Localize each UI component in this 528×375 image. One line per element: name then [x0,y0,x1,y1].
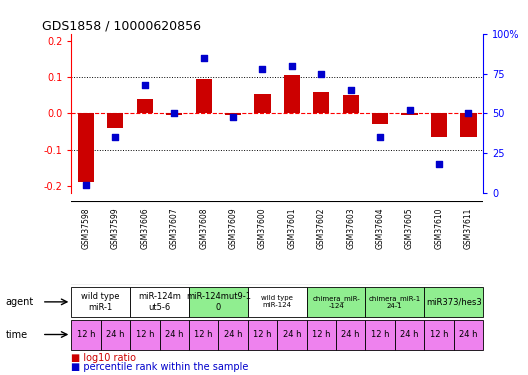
Bar [460,113,476,137]
Text: wild type
miR-124: wild type miR-124 [261,296,293,308]
Text: 24 h: 24 h [165,330,184,339]
Text: 12 h: 12 h [194,330,213,339]
Bar [254,93,270,113]
Bar [431,113,447,137]
Bar [101,320,130,350]
Bar [130,320,159,350]
Bar [401,113,418,115]
Bar [78,113,94,182]
Point [435,161,443,167]
Point [288,63,296,69]
Text: GSM37609: GSM37609 [229,207,238,249]
Bar [71,287,130,317]
Bar [284,75,300,113]
Bar [189,287,248,317]
Bar [71,320,101,350]
Bar [425,320,454,350]
Text: 24 h: 24 h [282,330,301,339]
Text: GSM37599: GSM37599 [111,207,120,249]
Text: GSM37600: GSM37600 [258,207,267,249]
Text: 12 h: 12 h [371,330,390,339]
Bar [454,320,483,350]
Point [229,114,237,120]
Bar [189,320,219,350]
Text: GSM37602: GSM37602 [317,207,326,249]
Point [317,70,326,76]
Point [376,134,384,140]
Bar [395,320,425,350]
Text: 12 h: 12 h [312,330,331,339]
Text: 12 h: 12 h [136,330,154,339]
Bar [248,320,277,350]
Text: 24 h: 24 h [342,330,360,339]
Bar [336,320,365,350]
Text: GSM37608: GSM37608 [199,207,208,249]
Text: ■ percentile rank within the sample: ■ percentile rank within the sample [71,363,249,372]
Text: wild type
miR-1: wild type miR-1 [81,292,120,312]
Text: GSM37605: GSM37605 [405,207,414,249]
Bar [130,287,189,317]
Bar [277,320,307,350]
Text: 24 h: 24 h [224,330,242,339]
Bar [425,287,483,317]
Point [111,134,120,140]
Bar [225,113,241,115]
Bar [343,95,359,113]
Text: GSM37610: GSM37610 [435,207,444,249]
Text: GSM37598: GSM37598 [81,207,90,249]
Bar [219,320,248,350]
Text: agent: agent [5,297,34,307]
Text: GSM37607: GSM37607 [169,207,179,249]
Bar [107,113,124,128]
Text: 24 h: 24 h [459,330,478,339]
Text: GSM37611: GSM37611 [464,207,473,249]
Bar [248,287,307,317]
Text: GDS1858 / 10000620856: GDS1858 / 10000620856 [42,20,202,33]
Bar [365,287,425,317]
Point [140,82,149,88]
Bar [195,79,212,113]
Point [464,110,473,116]
Point [406,107,414,113]
Text: miR-124m
ut5-6: miR-124m ut5-6 [138,292,181,312]
Text: 12 h: 12 h [253,330,272,339]
Text: GSM37606: GSM37606 [140,207,149,249]
Bar [307,287,365,317]
Bar [159,320,189,350]
Text: 12 h: 12 h [77,330,95,339]
Text: time: time [5,330,27,339]
Bar [313,92,329,113]
Text: GSM37604: GSM37604 [375,207,385,249]
Text: 24 h: 24 h [400,330,419,339]
Text: miR-124mut9-1
0: miR-124mut9-1 0 [186,292,251,312]
Point [200,55,208,61]
Text: ■ log10 ratio: ■ log10 ratio [71,353,136,363]
Text: 24 h: 24 h [106,330,125,339]
Bar [372,113,388,124]
Bar [365,320,395,350]
Text: GSM37603: GSM37603 [346,207,355,249]
Point [170,110,178,116]
Point [258,66,267,72]
Text: chimera_miR-
-124: chimera_miR- -124 [312,295,360,309]
Text: miR373/hes3: miR373/hes3 [426,297,482,306]
Text: chimera_miR-1
24-1: chimera_miR-1 24-1 [369,295,421,309]
Text: 12 h: 12 h [430,330,448,339]
Point [82,182,90,188]
Point [346,87,355,93]
Bar [166,113,182,115]
Bar [137,99,153,113]
Text: GSM37601: GSM37601 [287,207,296,249]
Bar [307,320,336,350]
